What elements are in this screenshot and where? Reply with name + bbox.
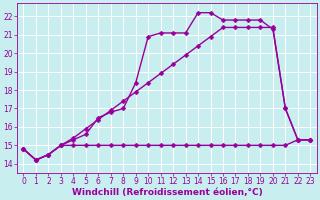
- X-axis label: Windchill (Refroidissement éolien,°C): Windchill (Refroidissement éolien,°C): [72, 188, 262, 197]
